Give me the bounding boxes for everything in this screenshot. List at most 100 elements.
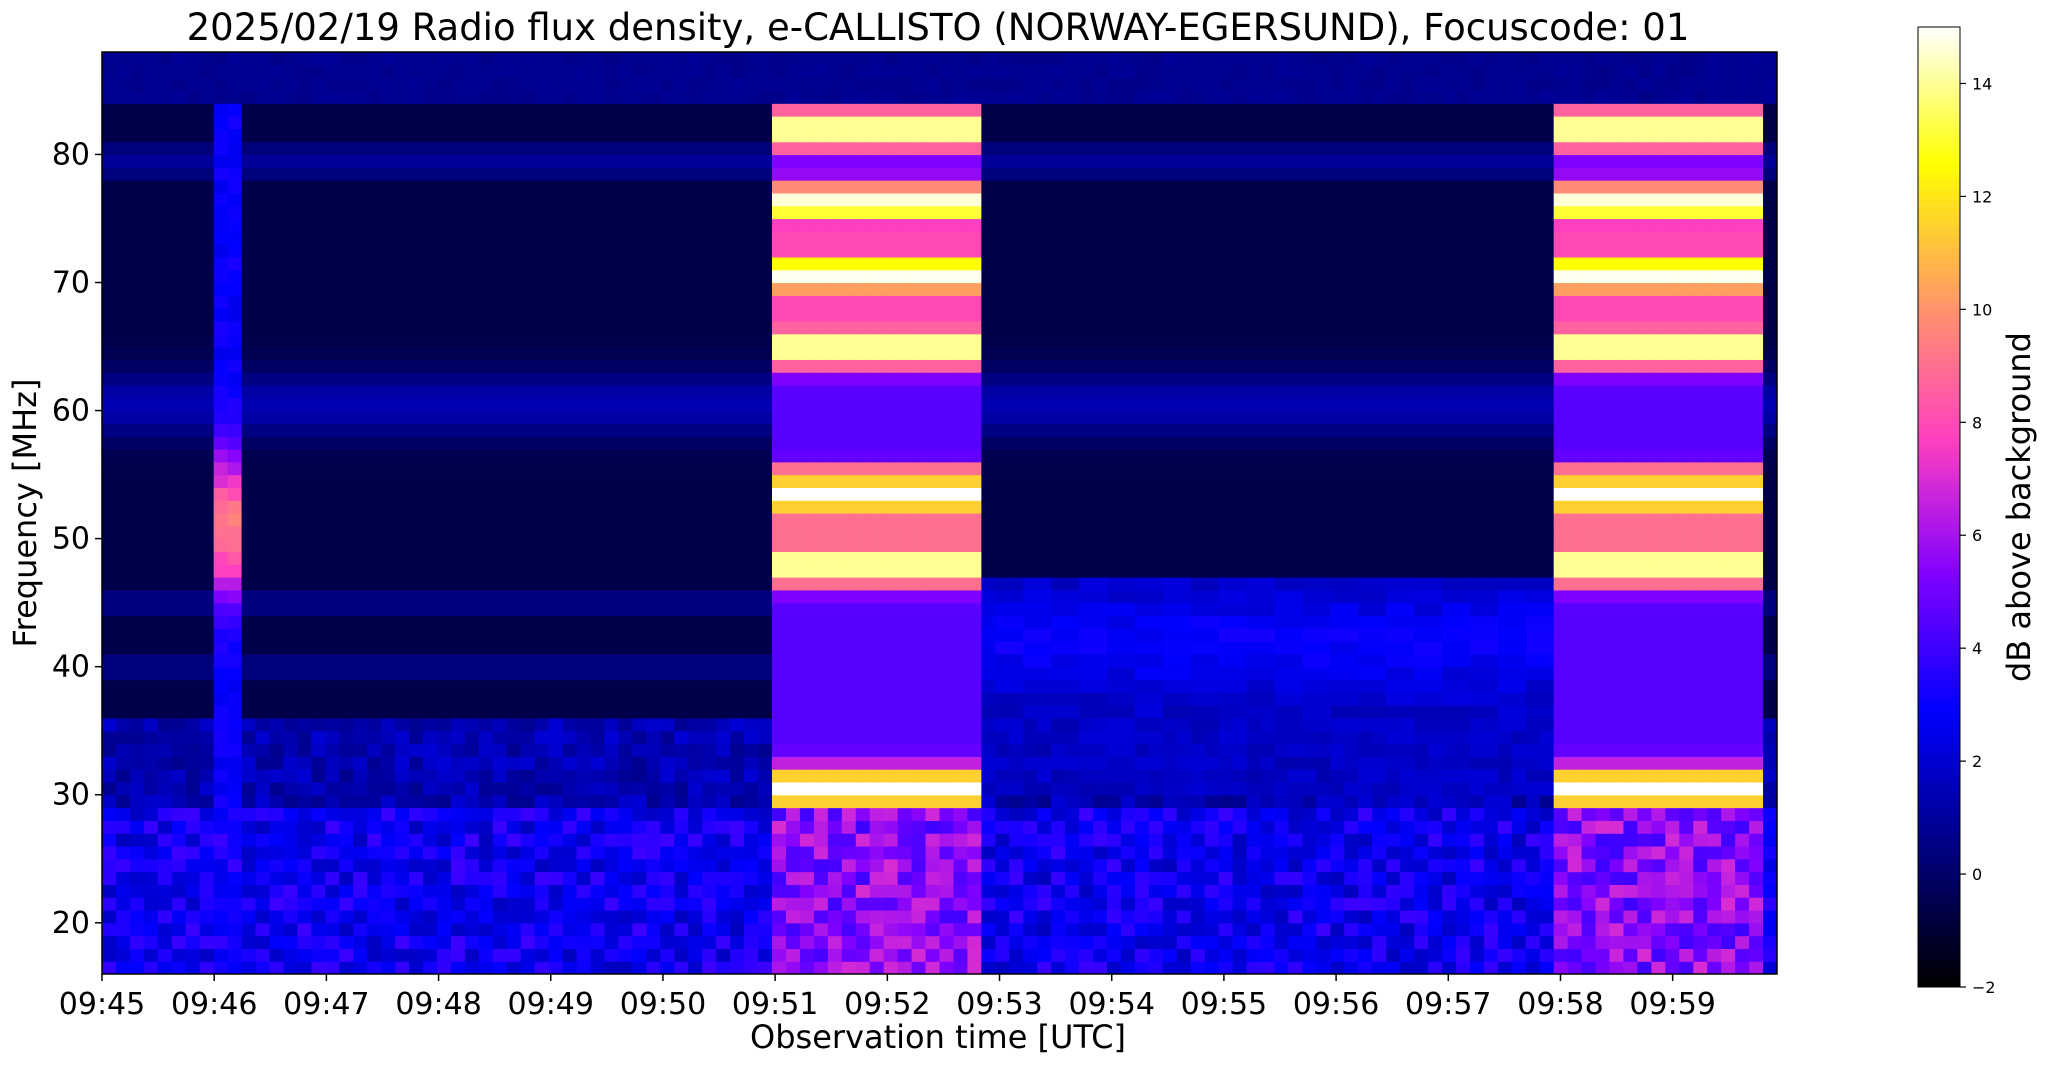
heat-cell: [590, 564, 606, 578]
heat-cell: [995, 346, 1010, 360]
heat-cell: [646, 180, 661, 194]
heat-cell: [1009, 474, 1024, 488]
heat-cell: [129, 64, 145, 79]
heat-cell: [1051, 103, 1066, 117]
heat-cell: [799, 397, 815, 412]
heat-cell: [911, 192, 927, 207]
heat-cell: [660, 116, 675, 130]
heat-cell: [464, 282, 480, 296]
heat-cell: [1009, 167, 1024, 181]
heat-cell: [492, 256, 508, 271]
heat-cell: [492, 154, 508, 168]
heat-cell: [450, 692, 466, 706]
heat-cell: [241, 423, 257, 437]
heat-cell: [758, 295, 773, 309]
heat-cell: [967, 807, 982, 821]
heat-cell: [367, 167, 382, 181]
heat-cell: [409, 666, 424, 681]
heat-cell: [646, 794, 661, 809]
heat-cell: [381, 461, 396, 476]
heat-cell: [730, 615, 745, 629]
heat-cell: [660, 90, 675, 104]
heat-cell: [241, 628, 257, 642]
heat-cell: [199, 461, 215, 476]
heat-cell: [464, 781, 480, 796]
heat-cell: [227, 500, 243, 514]
heat-cell: [939, 167, 955, 181]
heat-cell: [102, 500, 117, 514]
heat-cell: [185, 961, 201, 974]
heat-cell: [297, 423, 312, 437]
heat-cell: [967, 474, 982, 488]
heat-cell: [897, 833, 913, 847]
heat-cell: [813, 922, 829, 937]
heat-cell: [143, 448, 159, 463]
heat-cell: [534, 948, 550, 962]
heat-cell: [381, 269, 396, 284]
heat-cell: [841, 205, 857, 220]
heat-cell: [827, 717, 843, 732]
heat-cell: [464, 436, 480, 450]
heat-cell: [827, 128, 843, 143]
heat-cell: [269, 103, 285, 117]
heat-cell: [716, 551, 731, 565]
heat-cell: [772, 602, 787, 617]
heat-cell: [702, 52, 717, 66]
heat-cell: [883, 513, 899, 527]
heat-cell: [716, 513, 731, 527]
heat-cell: [283, 564, 299, 578]
heat-cell: [115, 922, 131, 937]
heat-cell: [716, 103, 731, 117]
heat-cell: [339, 820, 354, 834]
heat-cell: [562, 730, 578, 745]
heat-cell: [464, 628, 480, 642]
heat-cell: [423, 436, 438, 450]
heat-cell: [730, 180, 745, 194]
heat-cell: [492, 756, 508, 770]
heat-cell: [799, 794, 815, 809]
heat-cell: [702, 500, 717, 514]
heat-cell: [813, 269, 829, 284]
heat-cell: [813, 628, 829, 642]
heat-cell: [534, 692, 550, 706]
heat-cell: [548, 397, 564, 412]
heat-cell: [911, 154, 927, 168]
heat-cell: [1037, 641, 1052, 655]
heat-cell: [716, 820, 731, 834]
heat-cell: [269, 602, 285, 617]
heat-cell: [478, 564, 494, 578]
heat-cell: [423, 231, 438, 245]
heat-cell: [576, 244, 592, 258]
heat-cell: [995, 922, 1010, 937]
heat-cell: [1037, 769, 1052, 783]
heat-cell: [841, 90, 857, 104]
heat-cell: [813, 448, 829, 463]
heat-cell: [464, 52, 480, 66]
heat-cell: [269, 192, 285, 207]
heat-cell: [1037, 256, 1052, 271]
heat-cell: [981, 833, 996, 847]
heat-cell: [520, 513, 536, 527]
heat-cell: [618, 935, 634, 949]
heat-cell: [548, 90, 564, 104]
heat-cell: [730, 77, 745, 92]
heat-cell: [897, 384, 913, 399]
heat-cell: [506, 64, 522, 79]
heat-cell: [423, 333, 438, 348]
heat-cell: [590, 333, 606, 348]
heat-cell: [925, 372, 941, 386]
heat-cell: [925, 141, 941, 156]
heat-cell: [171, 205, 187, 220]
heat-cell: [590, 666, 606, 681]
heat-cell: [241, 641, 257, 655]
chart-title: 2025/02/19 Radio flux density, e-CALLIST…: [187, 6, 1690, 49]
heat-cell: [702, 769, 717, 783]
heat-cell: [437, 615, 452, 629]
heat-cell: [953, 231, 969, 245]
heat-cell: [772, 154, 787, 168]
heat-cell: [1051, 679, 1066, 693]
heat-cell: [772, 922, 787, 937]
heat-cell: [855, 500, 871, 514]
heat-cell: [157, 922, 173, 937]
heat-cell: [618, 77, 634, 92]
